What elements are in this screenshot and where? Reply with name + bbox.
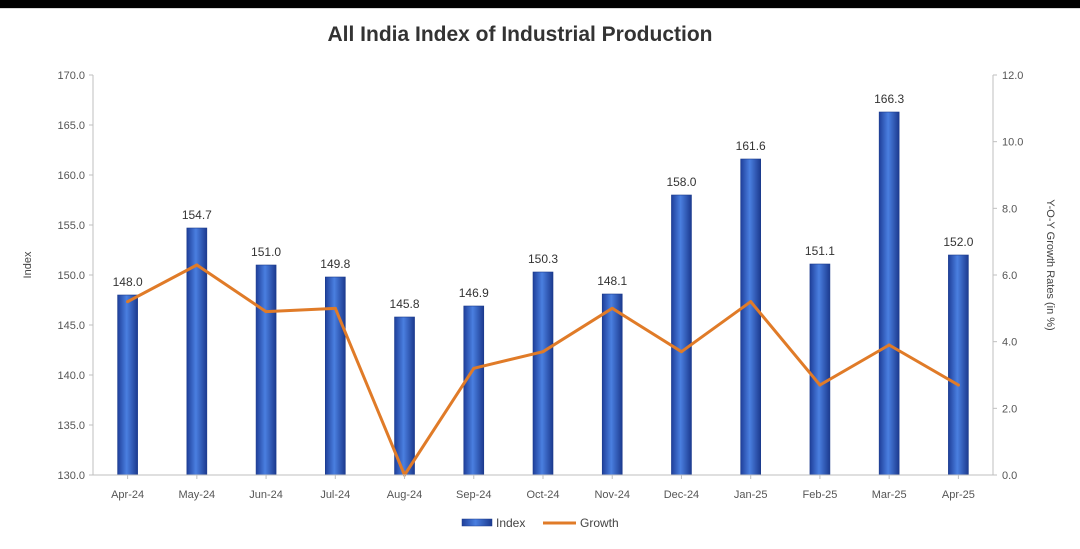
index-bar <box>740 158 761 476</box>
chart-frame: All India Index of Industrial Production… <box>0 8 1080 549</box>
y-tick-label: 150.0 <box>57 270 85 282</box>
bar-data-label: 145.8 <box>390 297 420 311</box>
y-tick-label: 140.0 <box>57 370 85 382</box>
y2-axis-label: Y-O-Y Growth Rates (in %) <box>1044 199 1056 330</box>
y2-tick-label: 12.0 <box>1002 70 1023 82</box>
y-tick-label: 160.0 <box>57 170 85 182</box>
growth-point <box>195 263 199 267</box>
growth-point <box>956 383 960 387</box>
growth-point <box>333 306 337 310</box>
x-tick-label: Feb-25 <box>802 489 837 501</box>
index-bar <box>463 305 485 476</box>
index-bar <box>809 263 831 476</box>
bar-data-label: 154.7 <box>182 208 212 222</box>
growth-point <box>749 300 753 304</box>
growth-point <box>679 350 683 354</box>
y-tick-label: 135.0 <box>57 420 85 432</box>
bar-data-label: 158.0 <box>666 175 696 189</box>
x-tick-label: Nov-24 <box>594 489 629 501</box>
y2-tick-label: 6.0 <box>1002 270 1017 282</box>
bar-data-label: 148.0 <box>113 275 143 289</box>
x-tick-label: Dec-24 <box>664 489 699 501</box>
y-tick-label: 170.0 <box>57 70 85 82</box>
index-bar <box>878 111 900 476</box>
bar-data-label: 166.3 <box>874 92 904 106</box>
bar-data-label: 146.9 <box>459 286 489 300</box>
y2-tick-label: 8.0 <box>1002 203 1017 215</box>
index-bar <box>255 264 277 476</box>
y2-tick-label: 10.0 <box>1002 137 1023 149</box>
y-tick-label: 130.0 <box>57 470 85 482</box>
growth-point <box>541 350 545 354</box>
index-bar <box>948 254 969 476</box>
x-tick-label: Aug-24 <box>387 489 422 501</box>
bar-data-label: 150.3 <box>528 252 558 266</box>
growth-point <box>887 343 891 347</box>
y2-tick-label: 4.0 <box>1002 337 1017 349</box>
x-tick-label: Jun-24 <box>249 489 283 501</box>
growth-point <box>126 300 130 304</box>
x-tick-label: Apr-25 <box>942 489 975 501</box>
iip-combo-chart: All India Index of Industrial Production… <box>22 23 1056 530</box>
growth-point <box>610 306 614 310</box>
bar-data-label: 161.6 <box>736 139 766 153</box>
legend-index-swatch <box>461 518 493 527</box>
growth-point <box>264 310 268 314</box>
bar-data-label: 148.1 <box>597 274 627 288</box>
x-tick-label: Sep-24 <box>456 489 491 501</box>
y2-tick-label: 2.0 <box>1002 403 1017 415</box>
x-tick-label: Jan-25 <box>734 489 768 501</box>
bar-data-label: 149.8 <box>320 257 350 271</box>
y-tick-label: 165.0 <box>57 120 85 132</box>
legend-index-label: Index <box>496 516 525 530</box>
x-tick-label: Oct-24 <box>526 489 559 501</box>
bar-data-label: 151.1 <box>805 244 835 258</box>
x-tick-label: May-24 <box>179 489 216 501</box>
bar-data-label: 151.0 <box>251 245 281 259</box>
y-tick-label: 145.0 <box>57 320 85 332</box>
index-bar <box>325 276 346 476</box>
index-bar <box>671 194 692 476</box>
x-tick-label: Apr-24 <box>111 489 144 501</box>
index-bar <box>532 271 554 476</box>
index-bar <box>117 294 138 476</box>
chart-title: All India Index of Industrial Production <box>327 23 712 46</box>
y2-tick-label: 0.0 <box>1002 470 1017 482</box>
index-bar <box>601 293 623 476</box>
legend-growth-label: Growth <box>580 516 619 530</box>
bar-data-label: 152.0 <box>943 235 973 249</box>
y-tick-label: 155.0 <box>57 220 85 232</box>
x-tick-label: Jul-24 <box>320 489 350 501</box>
y-axis-label: Index <box>22 251 34 278</box>
x-tick-label: Mar-25 <box>872 489 907 501</box>
growth-point <box>818 383 822 387</box>
index-bar <box>394 316 415 476</box>
growth-point <box>472 366 476 370</box>
